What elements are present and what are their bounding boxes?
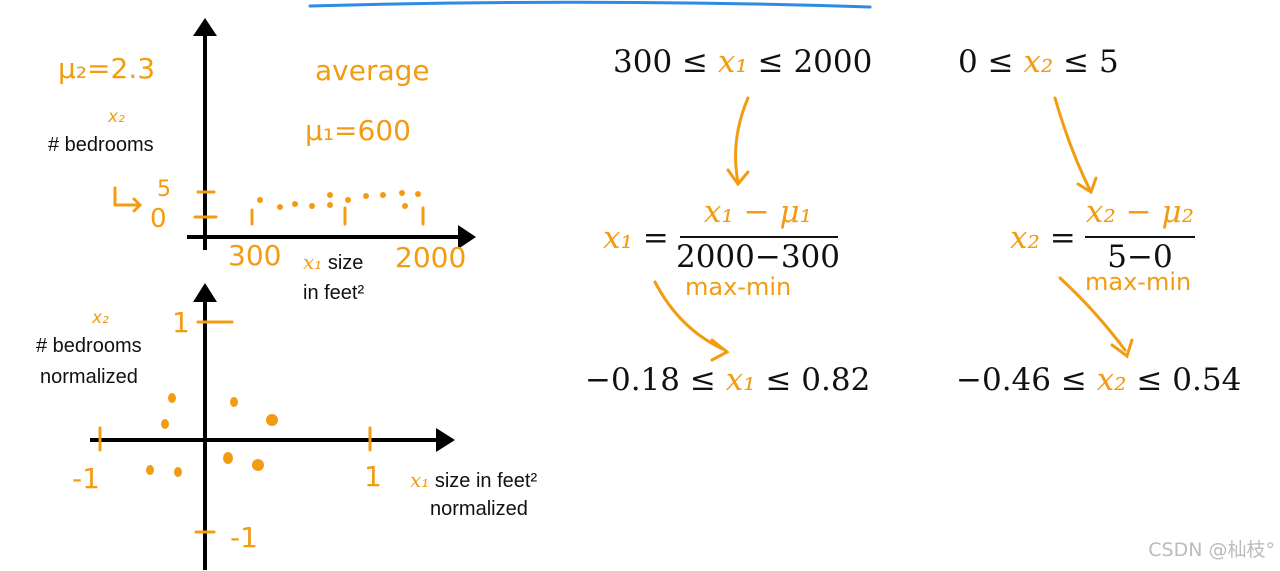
points — [146, 393, 278, 477]
text-part: ≤ 2000 — [748, 44, 873, 80]
shape — [327, 192, 333, 198]
arrow — [726, 96, 750, 187]
range: 300 ≤ x₁ ≤ 2000 — [613, 44, 872, 80]
scribble — [308, 0, 872, 9]
shape — [252, 459, 264, 471]
arrowhead — [458, 225, 476, 249]
note: max-min — [685, 273, 791, 301]
shape: x₁ size — [303, 250, 363, 274]
shape: x₁ size in feet² — [410, 468, 537, 492]
tick-label: 1 — [172, 306, 190, 339]
shape — [174, 467, 182, 477]
note: μ₁=600 — [305, 114, 411, 147]
shape — [146, 465, 154, 475]
arrow — [653, 280, 730, 362]
numerator: x₁ − μ₁ — [704, 194, 812, 230]
arrow — [113, 186, 143, 213]
shape — [230, 397, 238, 407]
axis-var: x₁ — [303, 250, 322, 274]
shape — [363, 193, 369, 199]
text-part: x₂ — [1010, 220, 1040, 256]
text-part: −0.18 ≤ — [585, 362, 726, 398]
arrow — [1058, 276, 1134, 359]
tick-label: 1 — [364, 460, 382, 493]
tick-label: -1 — [230, 521, 258, 554]
points — [257, 190, 421, 210]
text-part: x₂ — [1097, 362, 1127, 398]
result: −0.18 ≤ x₁ ≤ 0.82 — [585, 362, 870, 398]
shape — [415, 191, 421, 197]
arrowhead — [193, 18, 217, 36]
axis-label: # bedrooms — [48, 134, 154, 156]
axis-label: # bedrooms — [36, 335, 142, 357]
range: 0 ≤ x₂ ≤ 5 — [958, 44, 1119, 80]
shape — [402, 203, 408, 209]
tick-label: 0 — [150, 204, 167, 234]
shape — [399, 190, 405, 196]
text-part: x₂ — [1023, 44, 1053, 80]
axis-label: normalized — [40, 366, 138, 388]
note: average — [315, 54, 430, 87]
result: −0.46 ≤ x₂ ≤ 0.54 — [956, 362, 1241, 398]
text-part: = — [1040, 220, 1076, 256]
axis-var: x₂ — [91, 308, 109, 328]
axis-label: in feet² — [303, 282, 364, 304]
text-part: = — [633, 220, 669, 256]
tick-label: 2000 — [395, 241, 466, 274]
shape — [292, 201, 298, 207]
formula-lhs: x₂ = — [1010, 220, 1076, 256]
tick-label: -1 — [72, 462, 100, 495]
axis-label: size — [328, 252, 364, 274]
text-part: ≤ 0.82 — [756, 362, 871, 398]
numerator: x₂ − μ₂ — [1086, 194, 1194, 230]
text-part: −0.46 ≤ — [956, 362, 1097, 398]
shape — [309, 203, 315, 209]
shape — [223, 452, 233, 464]
tick-label: 300 — [228, 239, 281, 272]
axis-label: size in feet² — [435, 470, 538, 492]
text-part: x₁ — [718, 44, 748, 80]
shape — [168, 393, 176, 403]
text-part: 300 ≤ — [613, 44, 718, 80]
text-part: x₁ — [603, 220, 633, 256]
shape — [327, 202, 333, 208]
shape — [345, 197, 351, 203]
axis-var: x₂ — [107, 107, 125, 127]
text-part: ≤ 5 — [1053, 44, 1118, 80]
shape — [257, 197, 263, 203]
arrow — [1053, 96, 1098, 195]
watermark: CSDN @杣枝° — [1148, 539, 1275, 561]
axis-label: normalized — [430, 498, 528, 520]
shape — [380, 192, 386, 198]
text-part: x₁ — [726, 362, 756, 398]
note: μ₂=2.3 — [58, 52, 155, 85]
formula-lhs: x₁ = — [603, 220, 669, 256]
note: max-min — [1085, 268, 1191, 296]
arrowhead — [193, 283, 217, 302]
denominator: 2000−300 — [676, 239, 840, 275]
text-part: 0 ≤ — [958, 44, 1023, 80]
arrowhead — [436, 428, 455, 452]
shape — [266, 414, 278, 426]
text-part: ≤ 0.54 — [1127, 362, 1242, 398]
axis-var: x₁ — [410, 468, 429, 492]
shape — [277, 204, 283, 210]
denominator: 5−0 — [1107, 239, 1172, 275]
shape — [161, 419, 169, 429]
tick-label: 5 — [157, 177, 171, 202]
